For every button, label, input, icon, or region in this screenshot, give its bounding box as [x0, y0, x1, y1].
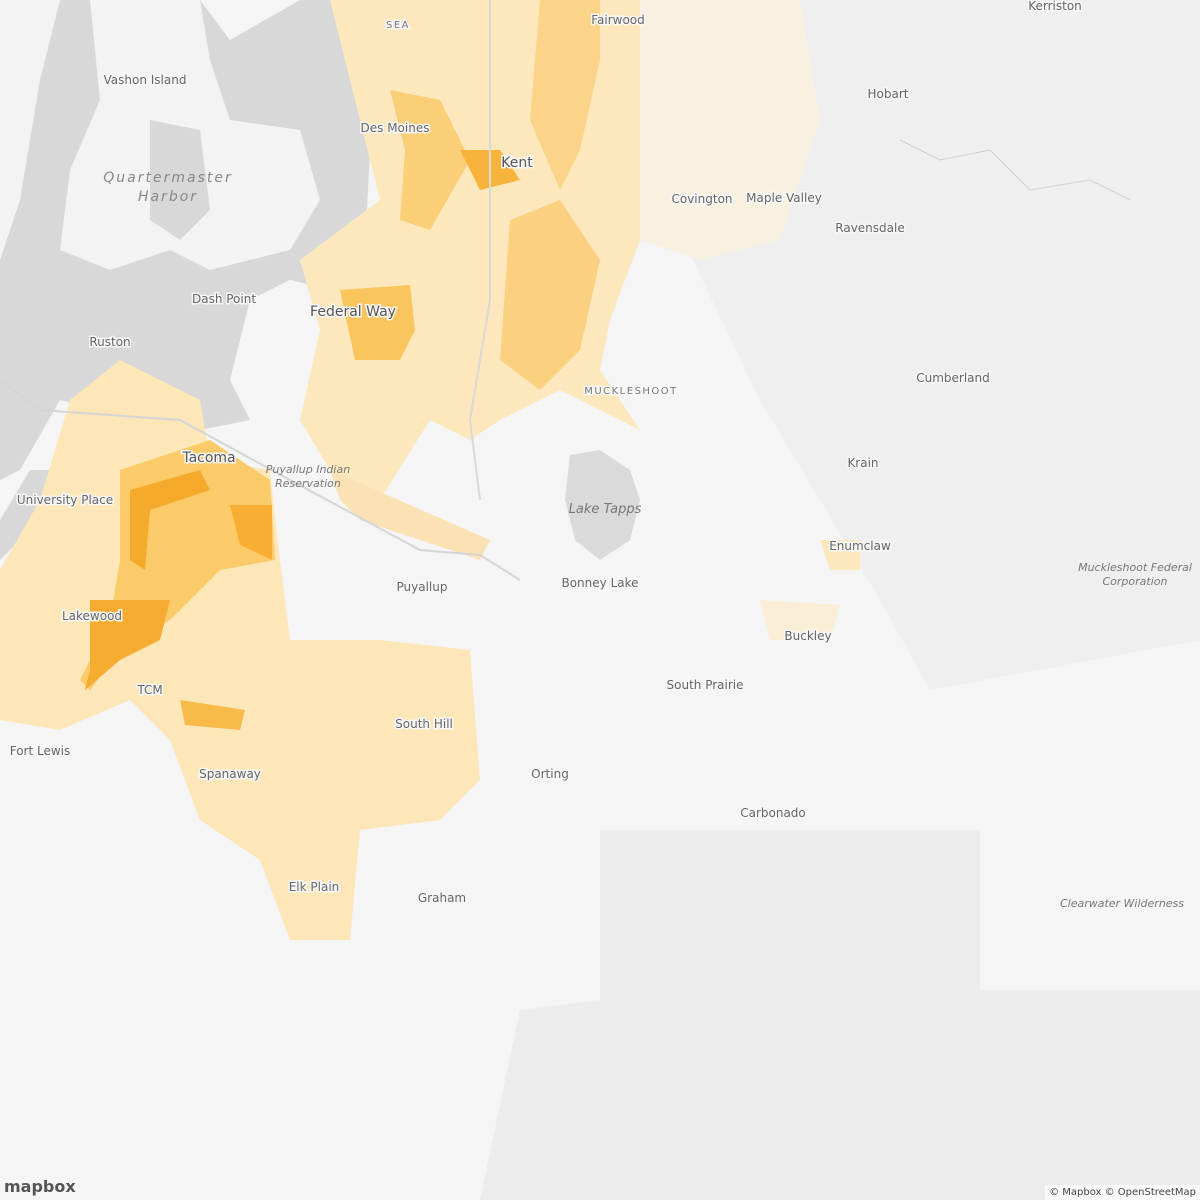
place-label[interactable]: Enumclaw	[828, 538, 893, 555]
place-label[interactable]: SEA	[384, 19, 410, 33]
place-label[interactable]: Fort Lewis	[8, 743, 72, 760]
place-label[interactable]: Kerriston	[1027, 0, 1084, 15]
place-label[interactable]: Maple Valley	[745, 190, 824, 207]
place-labels: Kerriston SEA Fairwood Vashon Island Hob…	[8, 0, 1192, 910]
road	[468, 0, 491, 501]
river	[899, 139, 1131, 201]
region	[230, 505, 272, 560]
region	[390, 90, 470, 230]
place-label[interactable]: Elk Plain	[287, 879, 341, 896]
area-label[interactable]: Puyallup Indian	[266, 463, 350, 476]
water	[0, 300, 70, 480]
place-label[interactable]: Carbonado	[739, 805, 808, 822]
logo[interactable]: mapbox	[4, 1177, 76, 1196]
place-label[interactable]: University Place	[15, 492, 114, 509]
place-label[interactable]: Puyallup	[395, 579, 449, 596]
region	[820, 540, 860, 570]
place-label[interactable]: South Prairie	[665, 677, 745, 694]
area-label[interactable]: Clearwater Wilderness	[1060, 897, 1184, 910]
place-label[interactable]: Fairwood	[590, 12, 647, 29]
region	[330, 470, 490, 560]
place-label[interactable]: Buckley	[783, 628, 833, 645]
region	[640, 0, 820, 260]
region	[500, 200, 600, 390]
place-label[interactable]: Covington	[670, 191, 734, 208]
region	[340, 285, 415, 360]
place-label[interactable]: Ravensdale	[834, 220, 906, 237]
water	[150, 120, 210, 240]
place-label[interactable]: Orting	[530, 766, 571, 783]
road	[0, 379, 521, 581]
place-label[interactable]: Bonney Lake	[560, 575, 640, 592]
area-label[interactable]: Muckleshoot Federal	[1078, 561, 1192, 574]
place-label[interactable]: Krain	[846, 455, 880, 472]
water-label[interactable]: Quartermaster	[103, 170, 232, 186]
land	[0, 0, 60, 260]
place-label[interactable]: South Hill	[394, 716, 455, 733]
place-label[interactable]: Graham	[416, 890, 467, 907]
place-label[interactable]: Spanaway	[198, 766, 263, 783]
reserve-label[interactable]: MUCKLESHOOT	[583, 385, 678, 399]
terrain	[480, 830, 1200, 1200]
lake	[565, 450, 640, 560]
area-label[interactable]: Corporation	[1103, 575, 1168, 588]
place-label[interactable]: Cumberland	[915, 370, 992, 387]
region	[130, 470, 210, 570]
place-label[interactable]: Vashon Island	[102, 72, 188, 89]
place-label[interactable]: Ruston	[88, 334, 132, 351]
water-label[interactable]: Harbor	[138, 189, 198, 205]
place-label[interactable]: TCM	[135, 682, 164, 699]
region	[530, 0, 600, 190]
region	[180, 700, 245, 730]
place-label[interactable]: Hobart	[866, 86, 910, 103]
place-label[interactable]: Kent	[500, 154, 535, 173]
region	[760, 600, 840, 640]
attribution[interactable]: © Mapbox © OpenStreetMap	[1045, 1185, 1200, 1200]
place-label[interactable]: Lakewood	[60, 608, 123, 625]
region	[85, 600, 170, 690]
water-label[interactable]: Lake Tapps	[569, 502, 642, 517]
area-label[interactable]: Reservation	[275, 477, 341, 490]
place-label[interactable]: Tacoma	[180, 449, 237, 468]
place-label[interactable]: Federal Way	[309, 303, 398, 322]
place-label[interactable]: Des Moines	[359, 120, 431, 137]
place-label[interactable]: Dash Point	[190, 291, 257, 308]
